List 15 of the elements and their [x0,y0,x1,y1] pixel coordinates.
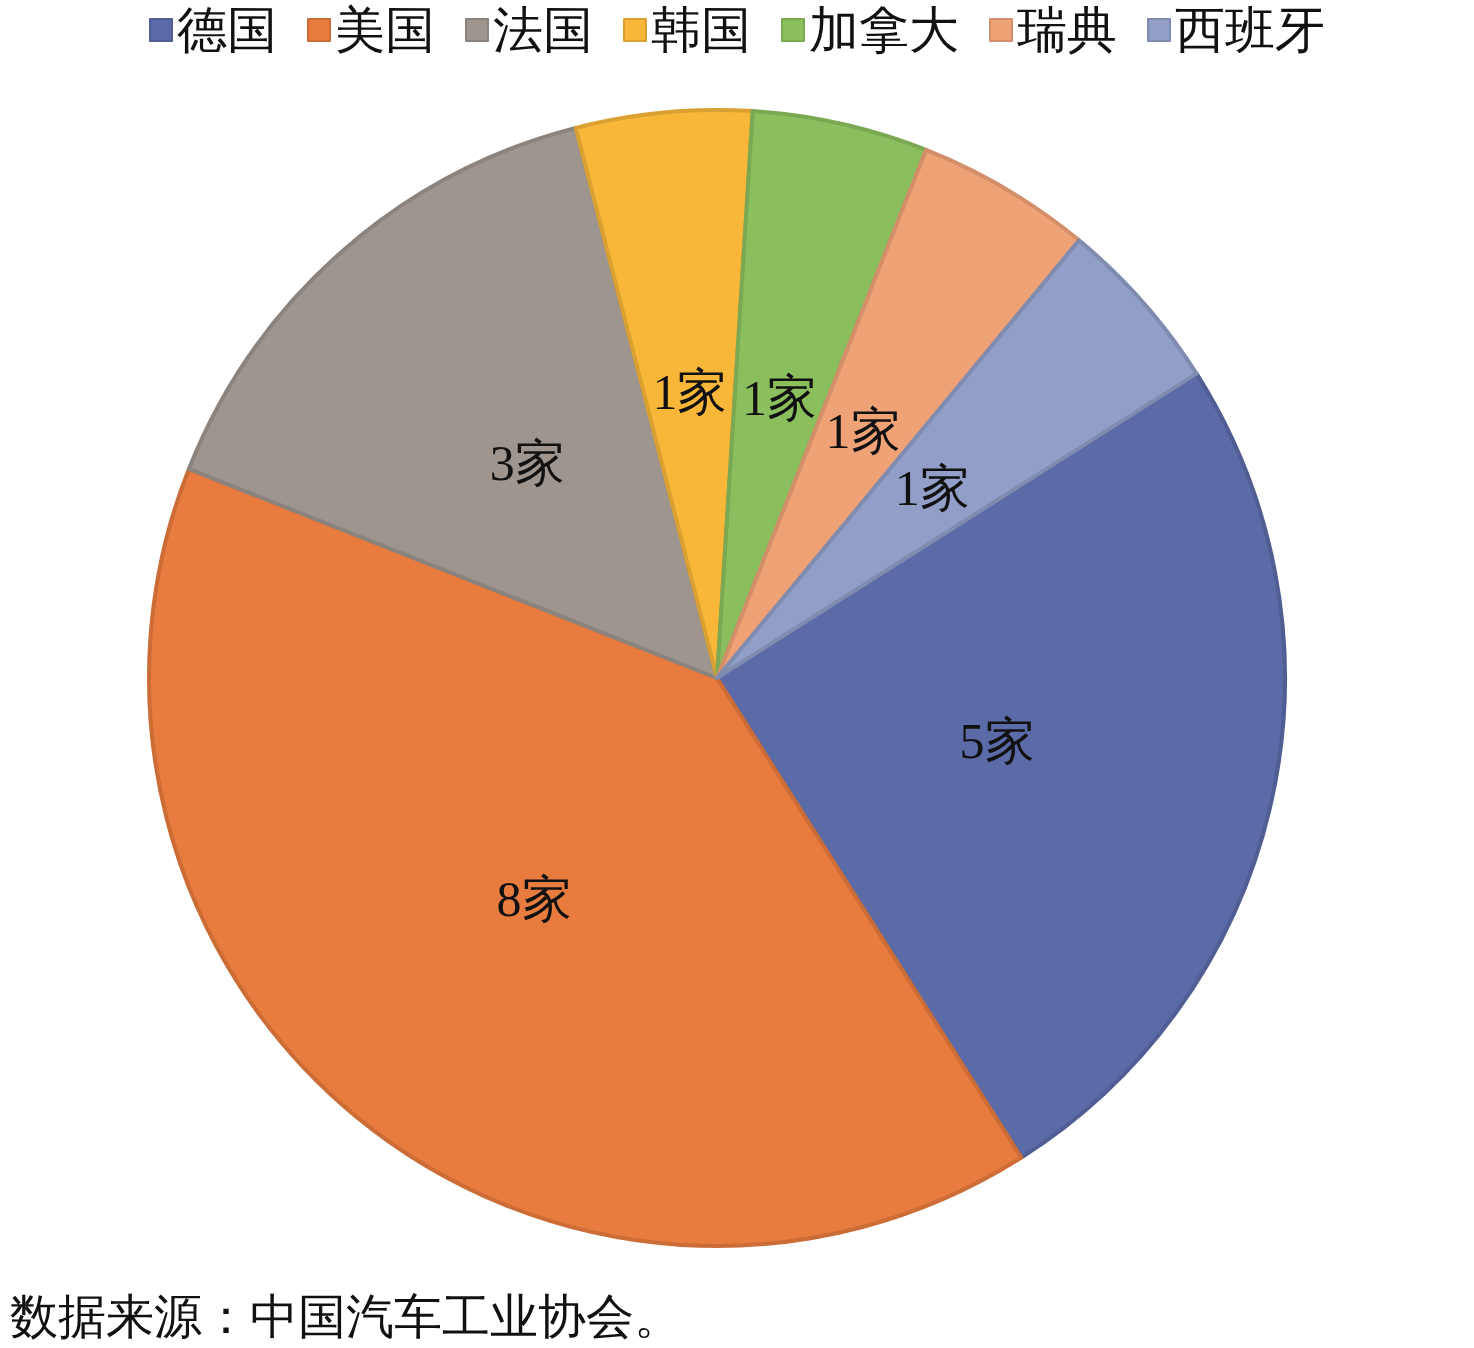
data-label: 1家 [894,460,970,517]
data-label: 8家 [496,871,572,928]
legend-label: 西班牙 [1175,2,1325,58]
source-note: 数据来源：中国汽车工业协会。 [10,1289,682,1343]
data-label: 1家 [742,369,818,426]
legend-label: 法国 [493,2,593,58]
legend-label: 加拿大 [809,2,959,58]
data-label: 1家 [825,402,901,459]
data-label: 5家 [959,712,1035,769]
legend-label: 美国 [335,2,435,58]
legend-label: 韩国 [651,2,751,58]
legend-label: 德国 [177,2,277,58]
legend-label: 瑞典 [1017,2,1117,58]
data-label: 3家 [489,434,565,491]
data-label: 1家 [652,364,728,421]
